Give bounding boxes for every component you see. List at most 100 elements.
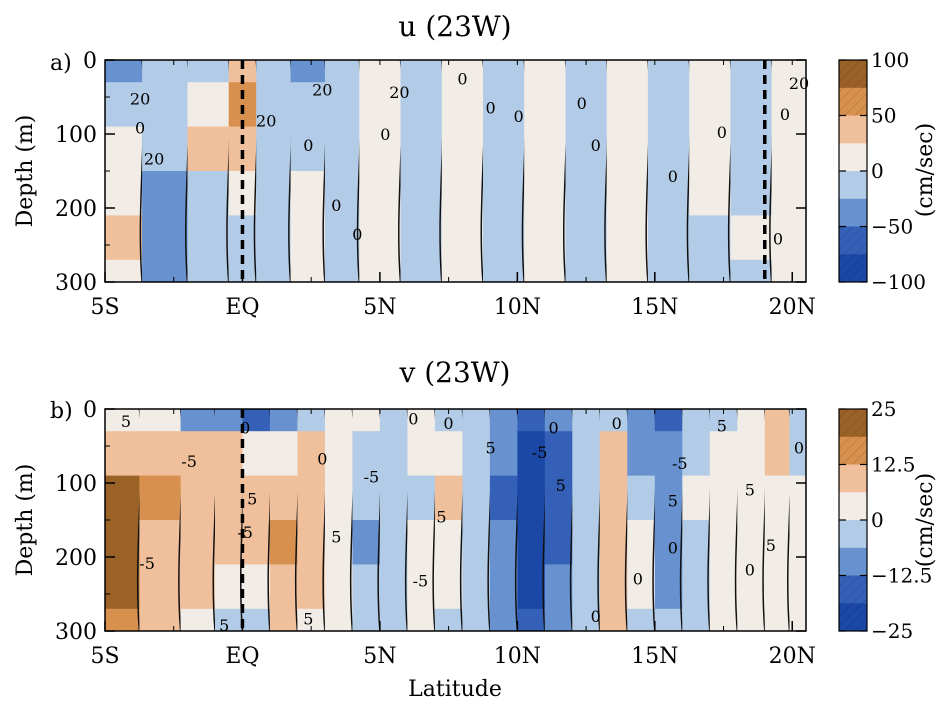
field-cell: [324, 564, 353, 610]
field-cell: [400, 60, 443, 83]
contour-label: 5: [121, 412, 131, 431]
field-cell: [647, 126, 690, 172]
field-cell: [730, 171, 773, 216]
field-cell: [324, 60, 360, 83]
field-cell: [789, 564, 806, 610]
field-cell: [142, 259, 189, 282]
field-cell: [139, 475, 182, 521]
field-cell: [730, 82, 773, 128]
x-tick-label: 15N: [631, 295, 678, 320]
field-cell: [256, 126, 292, 172]
field-cell: [599, 431, 628, 477]
contour-label: 0: [331, 196, 341, 215]
contour-label: 20: [256, 112, 276, 131]
panel-a-field: [105, 60, 806, 282]
field-cell: [599, 564, 628, 610]
field-cell: [483, 82, 525, 128]
contour-label: 0: [240, 419, 250, 438]
field-cell: [269, 475, 298, 521]
field-cell: [483, 215, 525, 261]
field-cell: [737, 409, 766, 432]
field-cell: [489, 564, 518, 610]
field-cell: [730, 60, 773, 83]
x-tick-label: EQ: [225, 644, 259, 669]
contour-label: 0: [135, 118, 145, 137]
field-cell: [324, 608, 353, 631]
field-cell: [789, 475, 806, 521]
field-cell: [105, 215, 143, 261]
field-cell: [524, 259, 566, 282]
field-cell: [290, 215, 326, 261]
field-cell: [572, 608, 601, 631]
colorbar-tick-label: 50: [871, 104, 896, 128]
x-tick-label: 5N: [363, 644, 396, 669]
field-cell: [627, 409, 656, 432]
colorbar-hatch: [839, 87, 867, 116]
field-cell: [290, 259, 326, 282]
field-cell: [627, 431, 656, 477]
x-tick-label: 20N: [769, 295, 816, 320]
contour-label: 0: [591, 607, 601, 626]
field-cell: [215, 431, 244, 477]
field-cell: [142, 60, 189, 83]
field-cell: [654, 520, 683, 565]
field-cell: [489, 520, 518, 565]
contour-label: 5: [247, 490, 257, 509]
field-cell: [489, 608, 518, 631]
colorbar-bin: [839, 547, 867, 576]
panel-a-title: u (23W): [398, 10, 511, 43]
field-cell: [654, 475, 683, 521]
colorbar-hatch: [839, 436, 867, 465]
field-cell: [139, 431, 182, 477]
field-cell: [730, 215, 773, 261]
field-cell: [242, 608, 271, 631]
field-cell: [789, 409, 806, 432]
field-cell: [400, 259, 443, 282]
field-cell: [565, 82, 608, 128]
field-cell: [771, 60, 806, 83]
field-cell: [180, 409, 216, 432]
field-cell: [647, 82, 690, 128]
field-cell: [682, 409, 711, 432]
field-cell: [434, 520, 463, 565]
field-cell: [434, 475, 463, 521]
field-cell: [647, 60, 690, 83]
colorbar-bin: [839, 492, 867, 521]
field-cell: [379, 608, 408, 631]
field-cell: [771, 82, 806, 128]
colorbar-bin: [839, 143, 867, 172]
field-cell: [627, 608, 656, 631]
contour-label: -5: [181, 452, 197, 471]
field-cell: [689, 259, 731, 282]
field-cell: [709, 431, 738, 477]
field-cell: [359, 215, 402, 261]
field-cell: [544, 608, 573, 631]
field-cell: [483, 60, 525, 83]
field-cell: [105, 259, 143, 282]
panel-a-ylabel: Depth (m): [13, 115, 38, 228]
y-tick-label: 300: [55, 271, 97, 296]
contour-label: -5: [413, 572, 429, 591]
field-cell: [379, 520, 408, 565]
field-cell: [689, 171, 731, 216]
field-cell: [606, 215, 649, 261]
field-cell: [242, 520, 271, 565]
y-tick-label: 200: [55, 197, 97, 222]
contour-label: 0: [633, 569, 643, 588]
field-cell: [139, 520, 182, 565]
field-cell: [407, 520, 436, 565]
field-cell: [689, 60, 731, 83]
field-cell: [544, 409, 573, 432]
field-cell: [142, 126, 189, 172]
field-cell: [180, 520, 216, 565]
field-cell: [105, 431, 140, 477]
contour-label: 0: [773, 229, 783, 248]
colorbar-hatch: [839, 409, 867, 438]
field-cell: [139, 608, 182, 631]
field-cell: [242, 564, 271, 610]
field-cell: [187, 171, 230, 216]
field-cell: [187, 60, 230, 83]
field-cell: [228, 60, 257, 83]
field-cell: [228, 215, 257, 261]
field-cell: [689, 215, 731, 261]
